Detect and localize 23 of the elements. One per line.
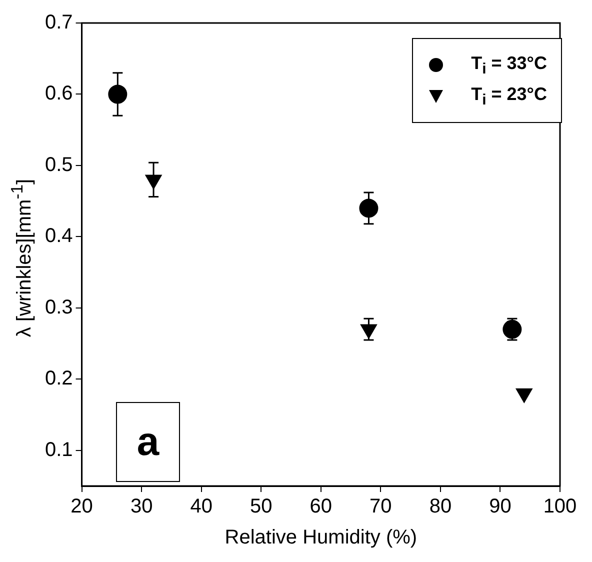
x-tick-label: 60 (310, 496, 332, 518)
x-tick-label: 50 (250, 496, 272, 518)
x-tick-label: 30 (130, 496, 153, 518)
point (359, 198, 378, 218)
y-tick-label: 0.6 (44, 82, 73, 105)
x-tick-label: 90 (489, 496, 512, 518)
legend-label: T$_{i}$ = 23°C (471, 84, 547, 108)
y-tick-label: 0.3 (44, 296, 73, 318)
x-tick-label: 70 (370, 496, 392, 518)
x-tick-label: 100 (543, 496, 577, 518)
y-tick-label: 0.1 (44, 438, 73, 461)
x-tick-label: 20 (70, 496, 93, 518)
y-tick-label: 0.4 (44, 225, 73, 248)
x-tick-label: 40 (190, 496, 212, 518)
annotation: a (116, 402, 180, 482)
y-tick-label: 0.5 (44, 154, 73, 176)
y-tick-label: 0.2 (44, 368, 73, 390)
x-axis-title: Relative Humidity (%) (224, 526, 418, 549)
legend-label: T$_{i}$ = 33°C (471, 53, 547, 78)
y-tick-label: 0.7 (44, 12, 73, 34)
point (516, 388, 532, 403)
point (108, 84, 128, 104)
x-tick-label: 80 (429, 496, 452, 518)
